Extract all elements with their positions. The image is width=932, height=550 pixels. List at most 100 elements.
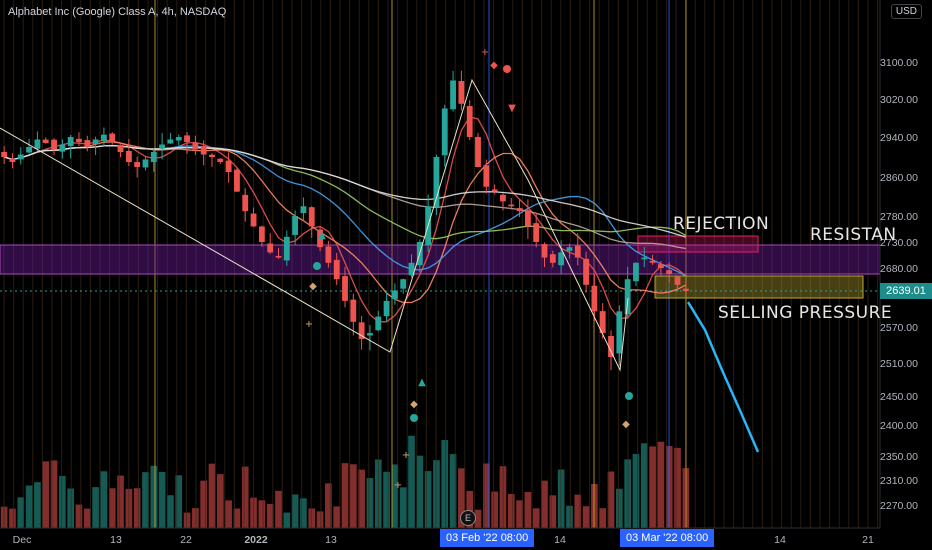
candle-body xyxy=(608,336,614,357)
candle-body xyxy=(1,152,8,157)
candle-body xyxy=(450,80,456,110)
candle-body xyxy=(308,207,315,227)
volume-bar xyxy=(541,480,548,528)
volume-bar xyxy=(192,508,199,528)
candle-body xyxy=(84,140,91,147)
volume-bar xyxy=(283,512,291,528)
signal-diamond: ◆ xyxy=(410,399,418,410)
volume-bar xyxy=(59,476,66,528)
earnings-event-icon[interactable]: E xyxy=(460,510,476,526)
volume-bar xyxy=(34,482,41,528)
volume-bar xyxy=(524,491,532,528)
signal-markers: ▲◆+▲◆+++◆▼◆ xyxy=(305,47,633,491)
sell-signal-cross: + xyxy=(481,47,489,58)
x-tick-label: 2022 xyxy=(244,534,268,546)
x-tick-label: 22 xyxy=(180,534,192,546)
resistance-label: RESISTAN xyxy=(810,225,897,245)
volume-bar xyxy=(474,509,482,528)
rejection-label: REJECTION xyxy=(673,214,770,234)
candle-body xyxy=(225,160,232,172)
y-tick-label: 2940.00 xyxy=(880,132,918,144)
volume-bar xyxy=(266,503,274,528)
volume-bar xyxy=(241,466,249,528)
buy-signal-triangle: ▲ xyxy=(318,230,326,241)
volume-bar xyxy=(458,468,465,528)
sell-signal-dot xyxy=(503,65,511,73)
candle-body xyxy=(391,290,398,299)
signal-dot xyxy=(410,414,418,422)
candle-body xyxy=(283,236,290,261)
volume-bar xyxy=(175,475,183,528)
candle-body xyxy=(292,216,299,235)
x-tick-label: 21 xyxy=(862,534,874,546)
candle-body xyxy=(34,139,41,149)
volume-bar xyxy=(424,471,432,528)
candle-body xyxy=(500,194,506,202)
candle-body xyxy=(242,194,249,212)
x-tick-label: 14 xyxy=(774,534,786,546)
x-tick-label: 13 xyxy=(325,534,337,546)
signal-cross: + xyxy=(402,450,410,461)
candle-body xyxy=(400,279,407,289)
candle-body xyxy=(641,257,648,260)
volume-bar xyxy=(333,506,341,528)
volume-bar xyxy=(316,511,324,528)
volume-bar xyxy=(67,488,74,528)
candle-body xyxy=(574,245,581,258)
candle-body xyxy=(649,260,656,263)
candle-body xyxy=(267,243,274,253)
volume-bar xyxy=(466,490,474,528)
candle-body xyxy=(624,279,631,315)
volume-bar xyxy=(582,506,590,528)
candle-body xyxy=(92,139,99,145)
volume-bar xyxy=(142,472,149,528)
candle-body xyxy=(616,311,623,354)
volume-bar xyxy=(532,508,540,528)
date-badge-feb: 03 Feb '22 08:00 xyxy=(440,529,535,547)
candle-body xyxy=(101,134,107,142)
volume-bar xyxy=(383,471,390,528)
chart-title: Alphabet Inc (Google) Class A, 4h, NASDA… xyxy=(8,6,227,18)
candle-body xyxy=(508,204,515,207)
volume-bar xyxy=(233,508,241,528)
candle-body xyxy=(42,139,49,143)
candle-body xyxy=(549,254,556,263)
candle-body xyxy=(51,139,57,150)
candle-body xyxy=(657,264,664,268)
candle-body xyxy=(167,139,174,144)
candle-body xyxy=(375,316,382,331)
candle-body xyxy=(475,136,481,167)
sell-signal-triangle: ▼ xyxy=(508,103,516,114)
trendline-white xyxy=(0,78,629,372)
candle-body xyxy=(558,252,565,266)
y-tick-label: 2350.00 xyxy=(880,451,918,463)
volume-bar xyxy=(616,488,623,528)
candle-body xyxy=(367,333,373,336)
x-tick-label: 13 xyxy=(110,534,122,546)
candle-body xyxy=(383,300,390,317)
candle-body xyxy=(125,150,132,162)
candle-body xyxy=(209,154,215,157)
currency-selector[interactable]: USD xyxy=(890,4,922,19)
candle-body xyxy=(159,144,166,149)
moving-average-line xyxy=(4,144,686,250)
vertical-session-lines xyxy=(3,0,879,528)
y-tick-label: 2860.00 xyxy=(880,172,918,184)
volume-bar xyxy=(216,474,224,528)
candle-body xyxy=(150,152,157,163)
candle-body xyxy=(358,322,365,339)
candle-body xyxy=(566,247,573,251)
candle-body xyxy=(275,256,282,258)
y-tick-label: 2510.00 xyxy=(880,358,918,370)
y-tick-label: 2570.00 xyxy=(880,322,918,334)
candle-body xyxy=(599,311,606,333)
candle-body xyxy=(184,135,190,142)
projection-line xyxy=(686,301,760,453)
candle-body xyxy=(516,208,523,212)
candle-body xyxy=(466,105,473,137)
volume-bar xyxy=(9,508,16,528)
candles xyxy=(1,70,689,371)
volume-bar xyxy=(83,508,91,528)
